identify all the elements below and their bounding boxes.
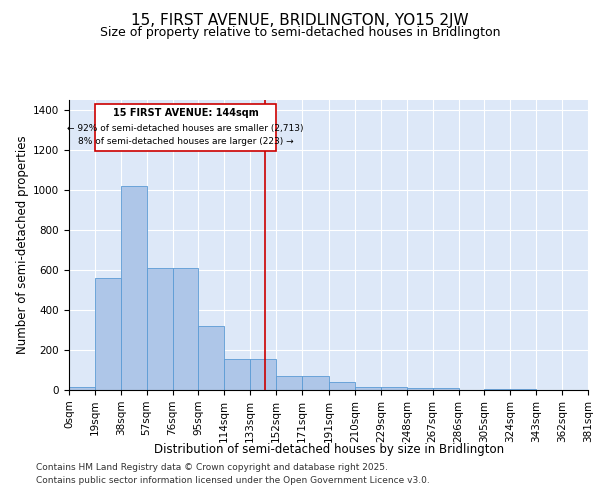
Text: ← 92% of semi-detached houses are smaller (2,713): ← 92% of semi-detached houses are smalle… (67, 124, 304, 133)
Bar (146, 268, 173, 390)
Bar (173, 268, 199, 390)
Text: Distribution of semi-detached houses by size in Bridlington: Distribution of semi-detached houses by … (154, 442, 504, 456)
Bar (381, 387, 407, 390)
Bar (199, 326, 224, 390)
Text: Size of property relative to semi-detached houses in Bridlington: Size of property relative to semi-detach… (100, 26, 500, 39)
FancyBboxPatch shape (95, 104, 276, 151)
Bar (95, 278, 121, 390)
Text: Contains public sector information licensed under the Open Government Licence v3: Contains public sector information licen… (36, 476, 430, 485)
Bar (484, 389, 511, 390)
Text: 8% of semi-detached houses are larger (223) →: 8% of semi-detached houses are larger (2… (77, 137, 293, 146)
Bar (355, 387, 381, 390)
Bar (69, 387, 95, 390)
Text: 15, FIRST AVENUE, BRIDLINGTON, YO15 2JW: 15, FIRST AVENUE, BRIDLINGTON, YO15 2JW (131, 12, 469, 28)
Bar (224, 359, 250, 390)
Bar (433, 388, 458, 390)
Y-axis label: Number of semi-detached properties: Number of semi-detached properties (16, 136, 29, 354)
Bar (329, 382, 355, 390)
Bar (302, 376, 329, 390)
Bar (407, 388, 433, 390)
Text: 15 FIRST AVENUE: 144sqm: 15 FIRST AVENUE: 144sqm (113, 108, 259, 118)
Bar (121, 186, 146, 390)
Bar (276, 376, 302, 390)
Bar (250, 359, 276, 390)
Text: Contains HM Land Registry data © Crown copyright and database right 2025.: Contains HM Land Registry data © Crown c… (36, 464, 388, 472)
